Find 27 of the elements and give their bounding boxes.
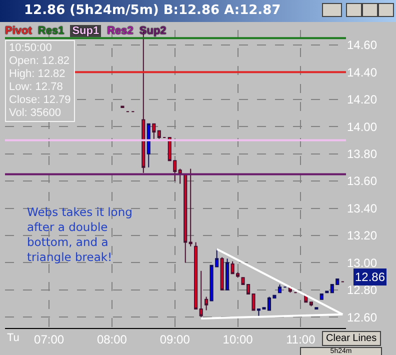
- ref-line-label: Sup1: [70, 25, 102, 37]
- annotation: 10:50:00 Open: 12.82 High: 12.82 Low: 12.78 Close: 12.79 Vol: 35600: [5, 40, 75, 122]
- x-tick-label: 09:00: [160, 332, 190, 346]
- x-tick-label: 08:00: [96, 332, 128, 346]
- y-tick-label: 14.60: [347, 38, 378, 52]
- annotation: Webs takes it long after a double bottom, and a triangle break!: [27, 205, 132, 264]
- y-tick-label: 12.60: [347, 310, 378, 324]
- y-tick-label: 13.00: [347, 256, 378, 270]
- ref-line-label: Res1: [38, 25, 64, 37]
- y-tick-label: 14.20: [347, 92, 378, 107]
- y-tick-label: 13.40: [347, 201, 378, 216]
- x-tick-label: 07:00: [34, 332, 64, 346]
- ref-line-label: Sup2: [139, 25, 166, 37]
- text: Clear Lines: [322, 331, 381, 346]
- annotation: 12.86: [355, 270, 386, 284]
- y-tick-label: 12.80: [347, 283, 378, 298]
- chart-title: 12.86 (5h24m/5m) B:12.86 A:12.87: [24, 3, 281, 18]
- x-tick-label: 10:00: [222, 332, 254, 346]
- y-tick-label: 13.20: [347, 228, 378, 243]
- x-tick-label: 11:00: [286, 332, 316, 346]
- ref-line-label: Pivot: [5, 25, 32, 37]
- y-tick-label: 14.40: [347, 65, 378, 80]
- text: Tu: [7, 332, 20, 344]
- y-tick-label: 13.80: [347, 147, 378, 162]
- annotation: Res2: [107, 25, 134, 37]
- y-tick-label: 13.60: [347, 174, 378, 188]
- y-tick-label: 14.00: [347, 120, 378, 134]
